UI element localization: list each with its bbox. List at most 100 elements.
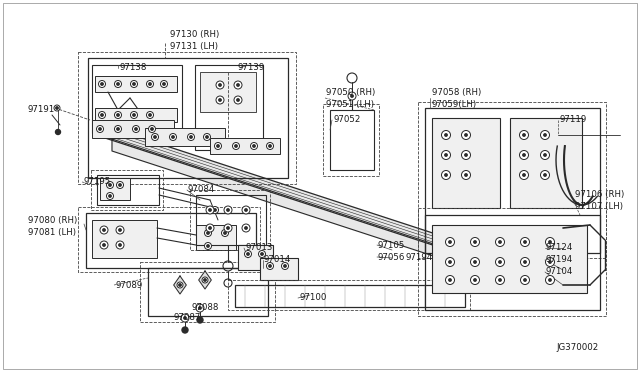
Circle shape bbox=[179, 284, 181, 286]
Circle shape bbox=[465, 154, 467, 156]
Circle shape bbox=[217, 145, 219, 147]
Circle shape bbox=[196, 304, 204, 312]
Circle shape bbox=[242, 206, 250, 214]
Text: 97105: 97105 bbox=[378, 241, 405, 250]
Circle shape bbox=[461, 170, 470, 180]
Text: 97139: 97139 bbox=[238, 64, 265, 73]
Circle shape bbox=[115, 80, 122, 87]
Text: 97052: 97052 bbox=[334, 115, 362, 125]
Circle shape bbox=[161, 80, 168, 87]
Bar bbox=[88, 58, 288, 178]
Text: 97013: 97013 bbox=[245, 244, 273, 253]
Text: 97194: 97194 bbox=[406, 253, 433, 262]
Circle shape bbox=[524, 279, 526, 281]
Polygon shape bbox=[198, 271, 211, 289]
Circle shape bbox=[474, 279, 476, 281]
Bar bbox=[92, 220, 157, 258]
Circle shape bbox=[216, 81, 224, 89]
Circle shape bbox=[132, 125, 140, 132]
Circle shape bbox=[445, 174, 447, 176]
Circle shape bbox=[524, 241, 526, 243]
Circle shape bbox=[109, 195, 111, 197]
Circle shape bbox=[266, 263, 273, 269]
Circle shape bbox=[116, 182, 124, 189]
Bar bbox=[195, 65, 263, 150]
Circle shape bbox=[135, 128, 137, 130]
Circle shape bbox=[541, 170, 550, 180]
Circle shape bbox=[209, 227, 211, 229]
Circle shape bbox=[205, 230, 211, 237]
Circle shape bbox=[545, 237, 554, 247]
Circle shape bbox=[269, 145, 271, 147]
Circle shape bbox=[131, 80, 138, 87]
Circle shape bbox=[544, 134, 546, 136]
Bar bbox=[91, 170, 163, 210]
Text: 97081 (LH): 97081 (LH) bbox=[28, 228, 76, 237]
Circle shape bbox=[520, 257, 529, 266]
Circle shape bbox=[284, 265, 286, 267]
Text: 97014: 97014 bbox=[264, 256, 291, 264]
Circle shape bbox=[116, 83, 119, 85]
Circle shape bbox=[56, 129, 61, 135]
Circle shape bbox=[115, 112, 122, 119]
Circle shape bbox=[97, 125, 104, 132]
Circle shape bbox=[101, 114, 103, 116]
Circle shape bbox=[523, 134, 525, 136]
Circle shape bbox=[545, 276, 554, 285]
Circle shape bbox=[115, 125, 122, 132]
Circle shape bbox=[116, 114, 119, 116]
Bar bbox=[140, 262, 275, 322]
Text: 97119: 97119 bbox=[560, 115, 588, 125]
Circle shape bbox=[131, 112, 138, 119]
Circle shape bbox=[449, 261, 451, 263]
Circle shape bbox=[237, 99, 239, 101]
Circle shape bbox=[495, 257, 504, 266]
Circle shape bbox=[101, 83, 103, 85]
Bar bbox=[190, 190, 270, 250]
Bar bbox=[425, 108, 600, 253]
Bar bbox=[210, 138, 280, 154]
Bar bbox=[330, 110, 374, 170]
Circle shape bbox=[204, 134, 211, 141]
Circle shape bbox=[116, 241, 124, 249]
Circle shape bbox=[520, 170, 529, 180]
Text: 97059(LH): 97059(LH) bbox=[432, 99, 477, 109]
Circle shape bbox=[523, 174, 525, 176]
Bar bbox=[235, 285, 465, 307]
Circle shape bbox=[202, 277, 208, 283]
Circle shape bbox=[172, 136, 174, 138]
Circle shape bbox=[449, 241, 451, 243]
Bar bbox=[86, 213, 256, 268]
Text: 97058 (RH): 97058 (RH) bbox=[432, 87, 481, 96]
Circle shape bbox=[99, 112, 106, 119]
Circle shape bbox=[163, 83, 165, 85]
Circle shape bbox=[499, 279, 501, 281]
Circle shape bbox=[541, 151, 550, 160]
Circle shape bbox=[224, 206, 232, 214]
Circle shape bbox=[214, 142, 221, 150]
Circle shape bbox=[235, 145, 237, 147]
Text: 97138: 97138 bbox=[120, 64, 147, 73]
Circle shape bbox=[209, 209, 211, 211]
Circle shape bbox=[474, 241, 476, 243]
Circle shape bbox=[269, 265, 271, 267]
Circle shape bbox=[544, 174, 546, 176]
Bar bbox=[425, 215, 600, 310]
Bar bbox=[95, 76, 177, 92]
Circle shape bbox=[116, 226, 124, 234]
Text: 97107 (LH): 97107 (LH) bbox=[575, 202, 623, 212]
Circle shape bbox=[544, 154, 546, 156]
Circle shape bbox=[545, 257, 554, 266]
Circle shape bbox=[119, 229, 121, 231]
Circle shape bbox=[445, 276, 454, 285]
Circle shape bbox=[499, 241, 501, 243]
Circle shape bbox=[207, 232, 209, 234]
Circle shape bbox=[442, 151, 451, 160]
Bar bbox=[145, 128, 225, 146]
Bar bbox=[78, 52, 296, 184]
Circle shape bbox=[182, 327, 188, 333]
Circle shape bbox=[445, 154, 447, 156]
Bar bbox=[92, 120, 174, 138]
Circle shape bbox=[548, 261, 551, 263]
Circle shape bbox=[147, 112, 154, 119]
